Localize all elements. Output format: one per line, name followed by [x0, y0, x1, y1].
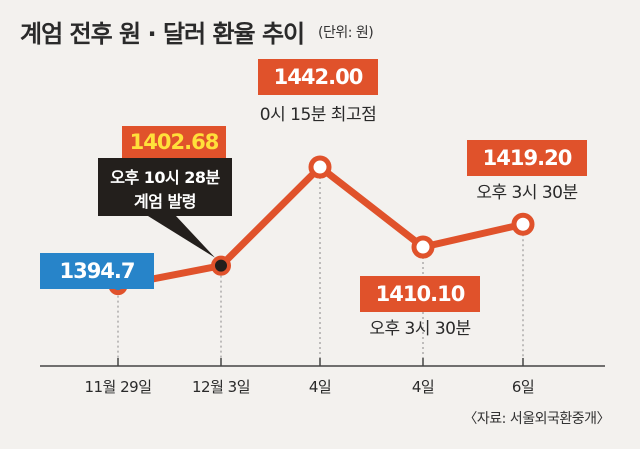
data-label: 1442.00 [274, 65, 363, 89]
chart-title: 계엄 전후 원 · 달러 환율 추이 [20, 20, 305, 48]
data-point [211, 255, 231, 276]
annotation-text: 오후 10시 28분 [110, 168, 220, 187]
data-label: 1394.7 [59, 259, 134, 283]
x-tick-label: 11월 29일 [84, 378, 151, 396]
data-label-box [122, 126, 226, 158]
unit-label: (단위: 원) [318, 25, 374, 41]
x-tick-label: 12월 3일 [192, 378, 250, 396]
annotation-text: 오후 3시 30분 [476, 183, 577, 203]
annotation-text: 오후 3시 30분 [369, 319, 470, 339]
data-label: 1419.20 [483, 146, 572, 170]
source-note: 〈자료: 서울외국환중개〉 [463, 411, 610, 427]
data-label-box [40, 253, 154, 289]
data-point [411, 235, 435, 259]
data-label: 1410.10 [376, 282, 465, 306]
data-label: 1402.68 [130, 130, 219, 154]
data-label-box [467, 140, 587, 176]
data-point [308, 155, 332, 179]
data-label-box [360, 276, 480, 312]
data-label-box [258, 59, 378, 95]
annotation-text: 0시 15분 최고점 [260, 105, 376, 125]
annotation-text: 계엄 발령 [134, 192, 196, 211]
annotation-box [98, 158, 232, 216]
data-point [511, 212, 535, 236]
annotation-pointer [148, 216, 215, 258]
x-tick-label: 4일 [309, 378, 331, 396]
x-tick-label: 4일 [412, 378, 434, 396]
x-tick-label: 6일 [512, 378, 534, 396]
